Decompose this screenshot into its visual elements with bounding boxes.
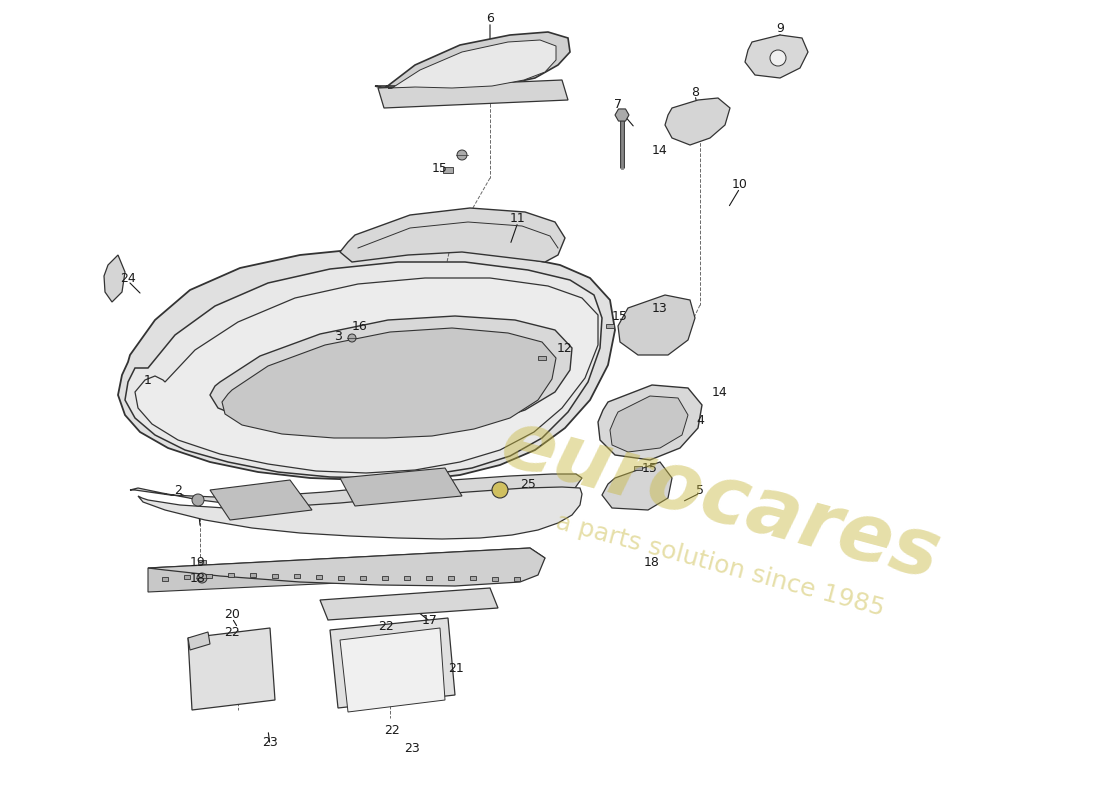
- Polygon shape: [615, 109, 629, 121]
- Bar: [316, 575, 322, 579]
- Text: 18: 18: [190, 571, 206, 585]
- Bar: [228, 573, 234, 577]
- Text: 11: 11: [510, 211, 526, 225]
- Bar: [634, 466, 642, 470]
- Text: 5: 5: [696, 483, 704, 497]
- Text: 6: 6: [486, 11, 494, 25]
- Text: 2: 2: [174, 483, 182, 497]
- Text: 4: 4: [696, 414, 704, 426]
- Polygon shape: [188, 632, 210, 650]
- Polygon shape: [340, 628, 446, 712]
- Bar: [206, 574, 212, 578]
- Polygon shape: [210, 316, 572, 432]
- Text: 22: 22: [224, 626, 240, 638]
- Circle shape: [770, 50, 786, 66]
- Polygon shape: [135, 278, 598, 473]
- Bar: [448, 576, 454, 580]
- Text: 15: 15: [612, 310, 628, 322]
- Text: 18: 18: [645, 555, 660, 569]
- Text: 25: 25: [520, 478, 536, 490]
- Polygon shape: [222, 328, 556, 438]
- Polygon shape: [340, 468, 462, 506]
- Text: 19: 19: [190, 555, 206, 569]
- Text: 17: 17: [422, 614, 438, 626]
- Bar: [360, 576, 366, 580]
- Circle shape: [192, 494, 204, 506]
- Polygon shape: [598, 385, 702, 460]
- Text: 23: 23: [262, 735, 278, 749]
- Text: 15: 15: [642, 462, 658, 474]
- Polygon shape: [188, 628, 275, 710]
- Text: 24: 24: [120, 271, 136, 285]
- Bar: [382, 576, 388, 580]
- Polygon shape: [340, 208, 565, 262]
- Polygon shape: [130, 474, 582, 516]
- Polygon shape: [378, 80, 568, 108]
- Bar: [514, 578, 520, 581]
- Polygon shape: [388, 40, 556, 88]
- Text: 16: 16: [352, 319, 367, 333]
- Bar: [443, 167, 453, 173]
- Text: 22: 22: [384, 723, 400, 737]
- Polygon shape: [148, 548, 544, 586]
- Text: 15: 15: [432, 162, 448, 174]
- Bar: [272, 574, 278, 578]
- Bar: [250, 573, 256, 577]
- Text: 1: 1: [144, 374, 152, 386]
- Polygon shape: [610, 396, 688, 452]
- Bar: [162, 578, 168, 581]
- Bar: [426, 576, 432, 580]
- Bar: [606, 323, 614, 328]
- Circle shape: [456, 150, 468, 160]
- Polygon shape: [210, 480, 312, 520]
- Circle shape: [348, 334, 356, 342]
- Text: 9: 9: [777, 22, 784, 34]
- Bar: [470, 576, 476, 580]
- Polygon shape: [330, 618, 455, 708]
- Text: eurocares: eurocares: [492, 404, 948, 596]
- Bar: [294, 574, 300, 578]
- Bar: [404, 576, 410, 580]
- Text: 7: 7: [614, 98, 622, 111]
- Bar: [538, 355, 546, 360]
- Bar: [184, 575, 190, 579]
- Circle shape: [197, 573, 207, 583]
- Text: 23: 23: [404, 742, 420, 754]
- Text: 10: 10: [733, 178, 748, 191]
- Polygon shape: [138, 487, 582, 539]
- Text: 20: 20: [224, 609, 240, 622]
- Text: 8: 8: [691, 86, 698, 98]
- Text: 14: 14: [712, 386, 728, 398]
- Polygon shape: [148, 548, 544, 592]
- Polygon shape: [125, 262, 602, 478]
- Circle shape: [492, 482, 508, 498]
- Text: 22: 22: [378, 619, 394, 633]
- Polygon shape: [666, 98, 730, 145]
- Text: 21: 21: [448, 662, 464, 674]
- Bar: [492, 578, 498, 581]
- Polygon shape: [602, 462, 672, 510]
- Polygon shape: [118, 248, 615, 480]
- Text: 3: 3: [334, 330, 342, 343]
- Text: 12: 12: [557, 342, 573, 354]
- Text: 13: 13: [652, 302, 668, 314]
- Bar: [338, 576, 344, 580]
- Text: 14: 14: [652, 143, 668, 157]
- Polygon shape: [104, 255, 125, 302]
- Polygon shape: [375, 32, 570, 88]
- Polygon shape: [320, 588, 498, 620]
- Polygon shape: [618, 295, 695, 355]
- Polygon shape: [745, 35, 808, 78]
- Text: a parts solution since 1985: a parts solution since 1985: [553, 510, 887, 621]
- Bar: [198, 560, 206, 565]
